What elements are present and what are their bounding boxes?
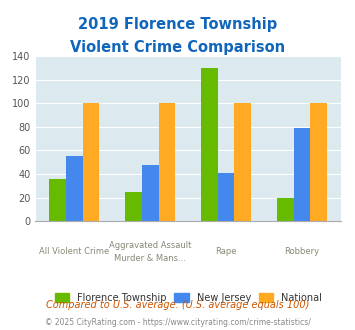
Bar [277,198,294,221]
Text: © 2025 CityRating.com - https://www.cityrating.com/crime-statistics/: © 2025 CityRating.com - https://www.city… [45,318,310,327]
Bar [294,128,310,221]
Legend: Florence Township, New Jersey, National: Florence Township, New Jersey, National [51,289,326,307]
Bar [310,103,327,221]
Text: All Violent Crime: All Violent Crime [39,248,110,256]
Text: Compared to U.S. average. (U.S. average equals 100): Compared to U.S. average. (U.S. average … [46,300,309,310]
Text: Murder & Mans...: Murder & Mans... [114,254,186,263]
Bar [218,173,234,221]
Bar [125,192,142,221]
Bar [201,68,218,221]
Bar [159,103,175,221]
Bar [234,103,251,221]
Text: Rape: Rape [215,248,237,256]
Text: 2019 Florence Township: 2019 Florence Township [78,16,277,31]
Text: Aggravated Assault: Aggravated Assault [109,241,191,249]
Text: Violent Crime Comparison: Violent Crime Comparison [70,40,285,54]
Bar [49,179,66,221]
Bar [83,103,99,221]
Bar [142,165,159,221]
Text: Robbery: Robbery [284,248,320,256]
Bar [66,156,83,221]
